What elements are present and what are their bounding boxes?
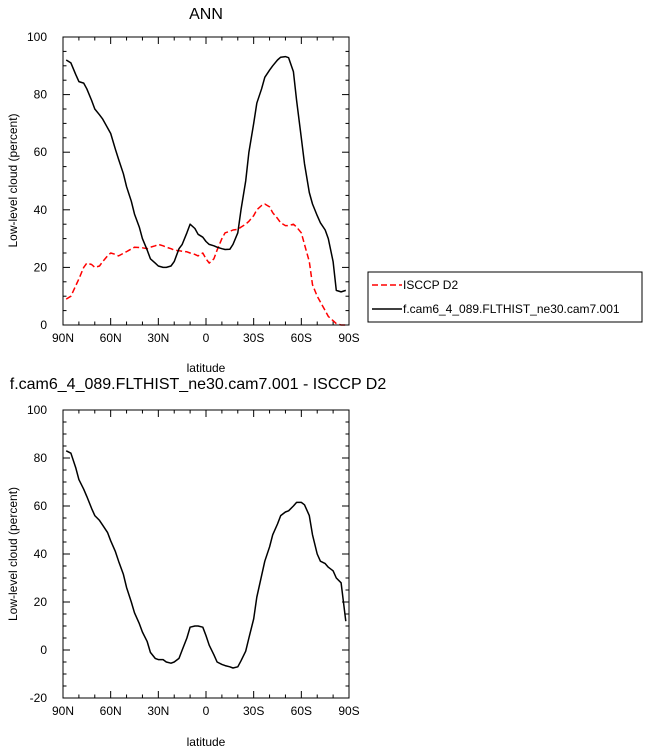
x-tick-label: 0 <box>203 331 210 345</box>
series-line-0 <box>65 203 346 326</box>
chart-title: ANN <box>189 6 223 23</box>
y-axis-label: Low-level cloud (percent) <box>6 487 20 621</box>
panel-top: ANN Low-level cloud (percent) latitude 9… <box>6 6 360 375</box>
y-tick-label: 80 <box>34 451 48 465</box>
x-tick-label: 30S <box>243 704 264 718</box>
series-line-1 <box>65 55 347 293</box>
panel-bottom: f.cam6_4_089.FLTHIST_ne30.cam7.001 - ISC… <box>6 376 386 749</box>
series-line-0 <box>65 450 347 669</box>
x-tick-label: 90S <box>338 331 359 345</box>
y-tick-label: -20 <box>30 691 48 705</box>
y-tick-label: 40 <box>34 547 48 561</box>
x-tick-label: 30S <box>243 331 264 345</box>
y-tick-label: 60 <box>34 499 48 513</box>
y-tick-label: 100 <box>27 30 47 44</box>
y-tick-label: 100 <box>27 403 47 417</box>
tick-marks <box>62 36 350 326</box>
chart-title: f.cam6_4_089.FLTHIST_ne30.cam7.001 - ISC… <box>10 376 387 393</box>
tick-marks <box>62 409 350 699</box>
y-axis-label: Low-level cloud (percent) <box>6 113 20 247</box>
y-tick-label: 60 <box>34 145 48 159</box>
y-tick-label: 80 <box>34 88 48 102</box>
x-axis-label: latitude <box>187 361 226 375</box>
x-tick-label: 90N <box>52 704 74 718</box>
x-tick-label: 90N <box>52 331 74 345</box>
x-tick-label: 30N <box>147 704 169 718</box>
tick-labels: 90N 60N 30N 0 30S 60S 90S 0 20 40 60 80 100 <box>27 30 360 345</box>
plot-frame <box>62 36 350 326</box>
series-lines <box>65 55 347 326</box>
x-tick-label: 60S <box>291 704 312 718</box>
series-lines <box>65 450 347 669</box>
y-tick-label: 0 <box>40 318 47 332</box>
y-tick-label: 0 <box>40 643 47 657</box>
tick-labels: 90N 60N 30N 0 30S 60S 90S -20 0 20 40 60 80 100 <box>27 403 360 718</box>
legend: ISCCP D2 f.cam6_4_089.FLTHIST_ne30.cam7.… <box>367 271 643 323</box>
x-axis-label: latitude <box>187 735 226 749</box>
x-tick-label: 60S <box>291 331 312 345</box>
x-tick-label: 60N <box>100 331 122 345</box>
x-tick-label: 30N <box>147 331 169 345</box>
plot-frame <box>62 409 350 699</box>
x-tick-label: 90S <box>338 704 359 718</box>
x-tick-label: 60N <box>100 704 122 718</box>
y-tick-label: 20 <box>34 260 48 274</box>
legend-label-model: f.cam6_4_089.FLTHIST_ne30.cam7.001 <box>403 302 620 316</box>
legend-box <box>367 271 643 323</box>
y-tick-label: 40 <box>34 203 48 217</box>
legend-label-isccp: ISCCP D2 <box>403 278 458 292</box>
y-tick-label: 20 <box>34 595 48 609</box>
x-tick-label: 0 <box>203 704 210 718</box>
